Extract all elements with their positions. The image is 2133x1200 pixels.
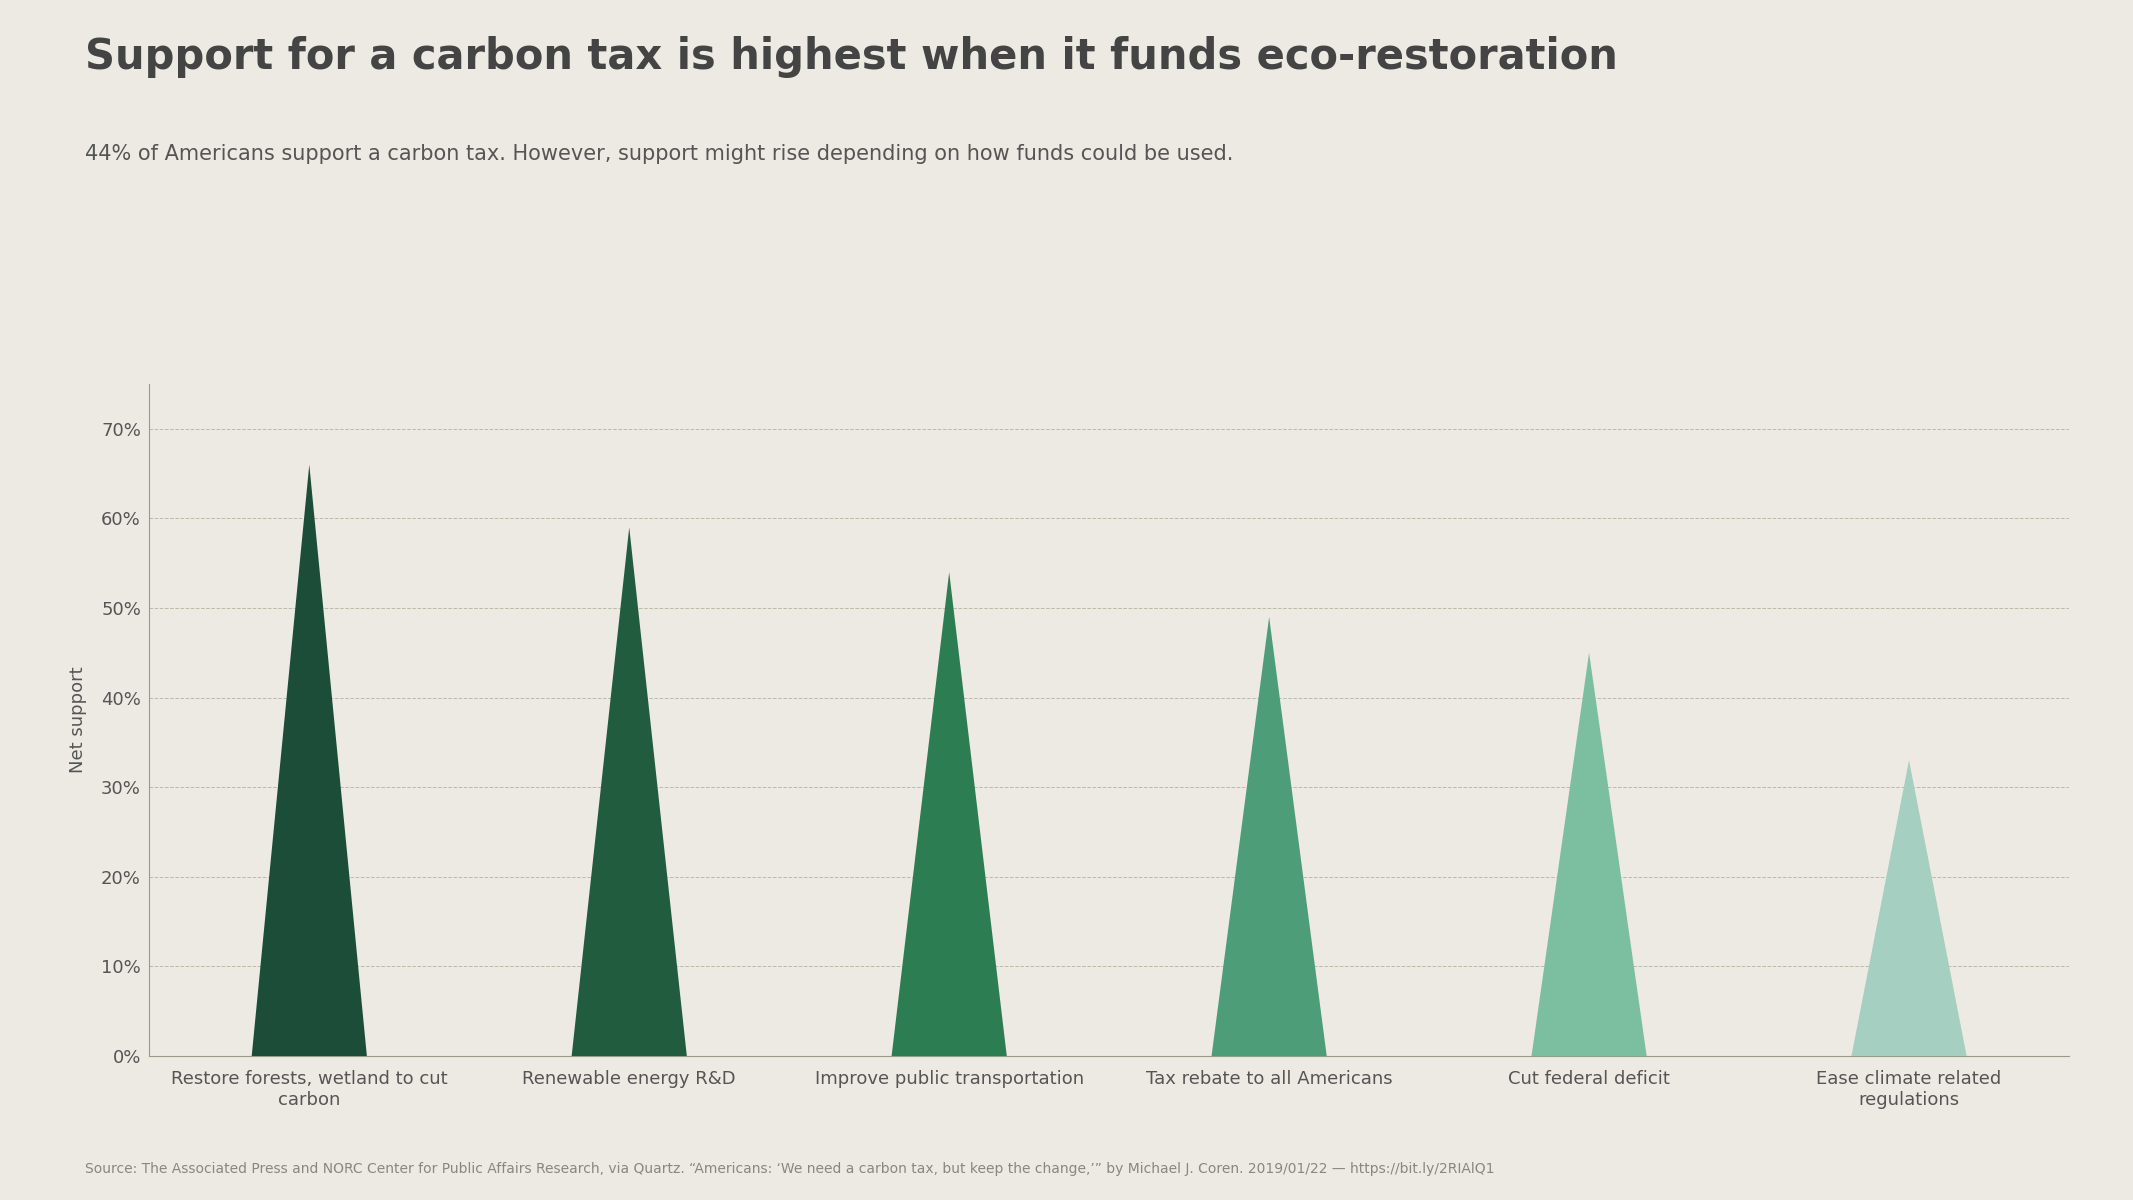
Text: Support for a carbon tax is highest when it funds eco-restoration: Support for a carbon tax is highest when… [85, 36, 1619, 78]
Text: Source: The Associated Press and NORC Center for Public Affairs Research, via Qu: Source: The Associated Press and NORC Ce… [85, 1162, 1495, 1176]
Polygon shape [1851, 761, 1967, 1056]
Polygon shape [252, 464, 367, 1056]
Polygon shape [892, 572, 1007, 1056]
Y-axis label: Net support: Net support [68, 667, 87, 773]
Polygon shape [1212, 617, 1327, 1056]
Text: 44% of Americans support a carbon tax. However, support might rise depending on : 44% of Americans support a carbon tax. H… [85, 144, 1233, 164]
Polygon shape [572, 527, 687, 1056]
Polygon shape [1531, 653, 1647, 1056]
